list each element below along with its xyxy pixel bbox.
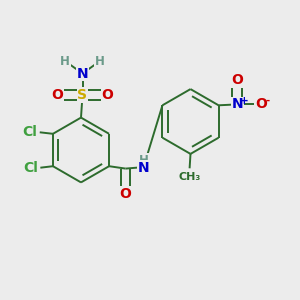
Text: O: O (101, 88, 113, 102)
Text: O: O (120, 187, 131, 201)
Text: +: + (239, 96, 248, 106)
Text: N: N (138, 161, 149, 175)
Text: O: O (255, 98, 267, 111)
Text: H: H (60, 55, 70, 68)
Text: N: N (77, 67, 88, 80)
Text: O: O (52, 88, 64, 102)
Text: Cl: Cl (23, 125, 38, 139)
Text: S: S (77, 88, 88, 102)
Text: H: H (139, 154, 148, 167)
Text: H: H (95, 55, 105, 68)
Text: O: O (231, 74, 243, 87)
Text: Cl: Cl (23, 161, 38, 175)
Text: CH₃: CH₃ (178, 172, 201, 182)
Text: -: - (265, 96, 269, 106)
Text: N: N (231, 98, 243, 111)
